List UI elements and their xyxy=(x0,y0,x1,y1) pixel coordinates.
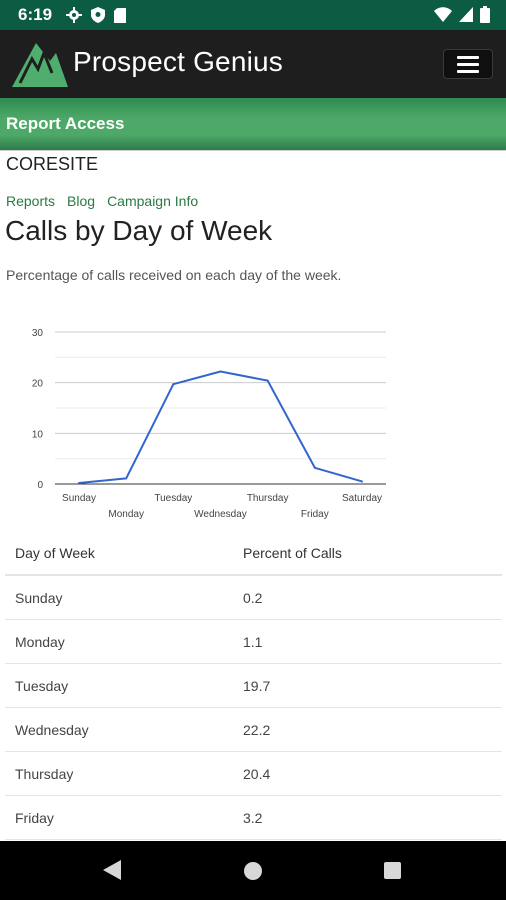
table-row: Sunday 0.2 xyxy=(5,575,502,620)
status-icons-left xyxy=(66,7,126,23)
y-tick-label: 10 xyxy=(32,429,44,440)
day-cell: Monday xyxy=(5,619,233,664)
column-header-day: Day of Week xyxy=(5,532,233,576)
signal-icon xyxy=(459,7,473,22)
calls-by-day-chart: 0 10 20 30 Sunday Monday TuesdayWednesdayThurs… xyxy=(32,328,386,520)
calls-table: Day of Week Percent of Calls Sunday 0.2 M… xyxy=(5,532,502,840)
x-tick-label: Monday xyxy=(108,509,144,520)
app-header: Prospect Genius xyxy=(0,30,506,98)
percent-cell: 1.1 xyxy=(233,619,502,664)
percent-cell: 0.2 xyxy=(233,575,502,620)
y-tick-label: 0 xyxy=(37,480,43,491)
page-description: Percentage of calls received on each day… xyxy=(6,267,342,283)
day-cell: Tuesday xyxy=(5,663,233,708)
day-cell: Friday xyxy=(5,795,233,840)
data-point xyxy=(172,383,175,386)
series-line xyxy=(78,370,363,484)
data-point xyxy=(266,379,269,382)
status-time: 6:19 xyxy=(18,5,53,24)
y-tick-label: 20 xyxy=(32,379,44,390)
nav-link-blog[interactable]: Blog xyxy=(67,193,96,209)
table-row: Friday 3.2 xyxy=(5,795,502,840)
column-header-percent: Percent of Calls xyxy=(233,532,502,576)
site-name: CORESITE xyxy=(6,154,99,174)
page-title: Calls by Day of Week xyxy=(5,215,273,246)
nav-link-campaign-info[interactable]: Campaign Info xyxy=(107,193,199,209)
data-point xyxy=(78,481,80,484)
data-point xyxy=(313,466,316,469)
percent-cell: 20.4 xyxy=(233,751,502,796)
table-header-row: Day of Week Percent of Calls xyxy=(5,532,502,576)
shield-icon xyxy=(91,7,105,23)
nav-link-reports[interactable]: Reports xyxy=(6,193,56,209)
data-point xyxy=(125,477,128,480)
home-icon[interactable] xyxy=(244,862,262,880)
y-tick-label: 30 xyxy=(32,328,44,339)
data-point xyxy=(361,480,363,483)
prospect-genius-logo[interactable] xyxy=(12,39,68,89)
back-icon[interactable] xyxy=(103,860,121,880)
day-cell: Sunday xyxy=(5,575,233,620)
menu-button[interactable] xyxy=(443,49,493,79)
status-bar: 6:19 xyxy=(0,0,506,30)
day-cell: Thursday xyxy=(5,751,233,796)
x-tick-label: Sunday xyxy=(62,493,96,504)
percent-cell: 3.2 xyxy=(233,795,502,840)
x-tick-label: Thursday xyxy=(247,493,289,504)
x-tick-label: Saturday xyxy=(342,493,382,504)
settings-icon xyxy=(66,7,82,23)
brand-name: Prospect Genius xyxy=(73,46,283,77)
percent-cell: 19.7 xyxy=(233,663,502,708)
day-cell: Wednesday xyxy=(5,707,233,752)
table-row: Thursday 20.4 xyxy=(5,751,502,796)
x-tick-label: Friday xyxy=(301,509,329,520)
report-access-bar: Report Access xyxy=(0,98,506,151)
recents-icon[interactable] xyxy=(384,862,401,879)
sd-card-icon xyxy=(114,7,126,23)
table-row: Wednesday 22.2 xyxy=(5,707,502,752)
status-icons-right xyxy=(434,6,490,23)
wifi-icon xyxy=(434,7,452,22)
table-row: Tuesday 19.7 xyxy=(5,663,502,708)
x-tick-label: Wednesday xyxy=(194,509,247,520)
system-nav-bar xyxy=(0,841,506,900)
battery-icon xyxy=(480,6,490,23)
report-nav-links: Reports Blog Campaign Info xyxy=(6,193,198,209)
data-point xyxy=(219,370,222,373)
percent-cell: 22.2 xyxy=(233,707,502,752)
hamburger-menu-icon xyxy=(457,55,479,59)
x-tick-label: Tuesday xyxy=(154,493,192,504)
report-access-title: Report Access xyxy=(6,114,125,133)
table-row: Monday 1.1 xyxy=(5,619,502,664)
